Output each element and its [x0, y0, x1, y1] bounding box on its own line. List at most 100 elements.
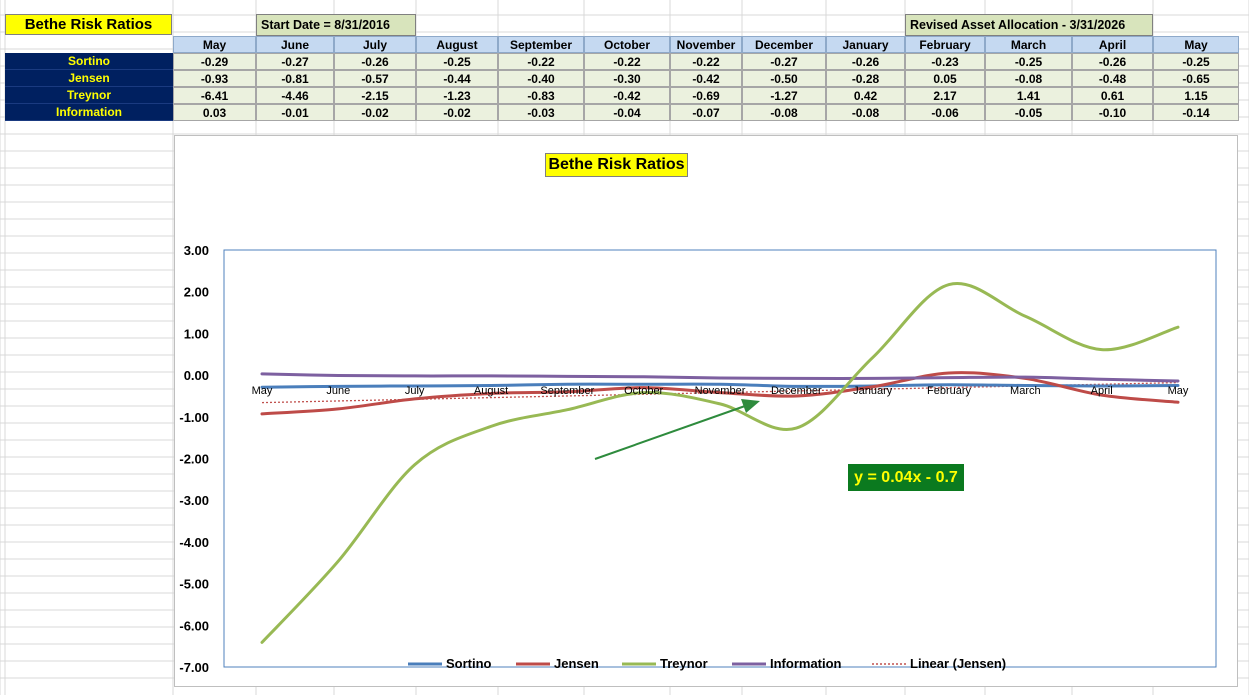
table-cell[interactable]: -0.08 [826, 104, 905, 121]
y-tick-label: -4.00 [179, 535, 209, 550]
table-cell[interactable]: -0.23 [905, 53, 985, 70]
legend-label: Linear (Jensen) [910, 656, 1006, 671]
x-category-label: August [474, 385, 508, 397]
month-header[interactable]: September [498, 36, 584, 53]
legend-label: Jensen [554, 656, 599, 671]
x-category-label: December [771, 385, 822, 397]
table-cell[interactable]: -0.01 [256, 104, 334, 121]
table-cell[interactable]: -0.44 [416, 70, 498, 87]
table-cell[interactable]: -0.25 [416, 53, 498, 70]
table-cell[interactable]: -0.93 [173, 70, 256, 87]
x-category-label: June [326, 385, 350, 397]
month-header[interactable]: October [584, 36, 670, 53]
table-cell[interactable]: -0.05 [985, 104, 1072, 121]
table-cell[interactable]: -0.30 [584, 70, 670, 87]
table-cell[interactable]: -0.27 [256, 53, 334, 70]
legend-label: Information [770, 656, 842, 671]
y-tick-label: -1.00 [179, 410, 209, 425]
table-cell[interactable]: -0.22 [498, 53, 584, 70]
table-cell[interactable]: -0.42 [584, 87, 670, 104]
table-cell[interactable]: -0.40 [498, 70, 584, 87]
table-cell[interactable]: -0.02 [334, 104, 416, 121]
table-cell[interactable]: 0.61 [1072, 87, 1153, 104]
table-cell[interactable]: -0.57 [334, 70, 416, 87]
row-label-sortino[interactable]: Sortino [5, 53, 173, 70]
table-cell[interactable]: -0.48 [1072, 70, 1153, 87]
table-cell[interactable]: -0.25 [985, 53, 1072, 70]
table-cell[interactable]: -0.08 [985, 70, 1072, 87]
table-cell[interactable]: -0.02 [416, 104, 498, 121]
month-header[interactable]: December [742, 36, 826, 53]
table-cell[interactable]: -0.26 [334, 53, 416, 70]
table-cell[interactable]: -0.06 [905, 104, 985, 121]
table-cell[interactable]: 0.03 [173, 104, 256, 121]
table-cell[interactable]: -6.41 [173, 87, 256, 104]
table-cell[interactable]: 0.05 [905, 70, 985, 87]
table-cell[interactable]: -0.04 [584, 104, 670, 121]
table-cell[interactable]: -2.15 [334, 87, 416, 104]
chart-title: Bethe Risk Ratios [545, 153, 688, 177]
row-label-treynor[interactable]: Treynor [5, 87, 173, 104]
table-cell[interactable]: -0.14 [1153, 104, 1239, 121]
table-cell[interactable]: -0.29 [173, 53, 256, 70]
x-category-label: April [1091, 385, 1113, 397]
table-cell[interactable]: 1.15 [1153, 87, 1239, 104]
x-category-label: September [540, 385, 594, 397]
series-line-information [260, 372, 1180, 383]
x-category-label: January [853, 385, 893, 397]
y-tick-label: -6.00 [179, 618, 209, 633]
table-cell[interactable]: -0.03 [498, 104, 584, 121]
table-cell[interactable]: -1.23 [416, 87, 498, 104]
month-header[interactable]: January [826, 36, 905, 53]
y-tick-label: -5.00 [179, 577, 209, 592]
month-header[interactable]: March [985, 36, 1072, 53]
table-cell[interactable]: -0.26 [826, 53, 905, 70]
table-cell[interactable]: -1.27 [742, 87, 826, 104]
month-header[interactable]: February [905, 36, 985, 53]
table-cell[interactable]: -0.25 [1153, 53, 1239, 70]
chart-area[interactable] [174, 135, 1238, 687]
y-tick-label: -2.00 [179, 452, 209, 467]
row-label-jensen[interactable]: Jensen [5, 70, 173, 87]
table-cell[interactable]: -0.69 [670, 87, 742, 104]
trendline-equation: y = 0.04x - 0.7 [848, 464, 964, 491]
table-cell[interactable]: -0.81 [256, 70, 334, 87]
arrow-annotation [594, 399, 760, 460]
y-tick-label: 3.00 [184, 243, 209, 258]
month-header[interactable]: November [670, 36, 742, 53]
month-header[interactable]: May [173, 36, 256, 53]
table-cell[interactable]: -0.26 [1072, 53, 1153, 70]
table-cell[interactable]: 0.42 [826, 87, 905, 104]
x-category-label: March [1010, 385, 1041, 397]
table-cell[interactable]: -0.50 [742, 70, 826, 87]
table-cell[interactable]: -0.10 [1072, 104, 1153, 121]
table-cell[interactable]: -0.83 [498, 87, 584, 104]
month-header[interactable]: July [334, 36, 416, 53]
table-cell[interactable]: -0.07 [670, 104, 742, 121]
month-header[interactable]: August [416, 36, 498, 53]
table-cell[interactable]: -0.27 [742, 53, 826, 70]
y-tick-label: -3.00 [179, 493, 209, 508]
series-line-sortino [260, 382, 1180, 389]
month-header[interactable]: May [1153, 36, 1239, 53]
table-cell[interactable]: -0.08 [742, 104, 826, 121]
start-date-label: Start Date = 8/31/2016 [256, 14, 416, 36]
table-cell[interactable]: 1.41 [985, 87, 1072, 104]
table-cell[interactable]: -0.42 [670, 70, 742, 87]
table-cell[interactable]: -0.22 [670, 53, 742, 70]
x-category-label: November [695, 385, 746, 397]
month-header[interactable]: April [1072, 36, 1153, 53]
series-line-treynor [260, 282, 1180, 644]
table-cell[interactable]: 2.17 [905, 87, 985, 104]
plot-area [223, 249, 1217, 668]
table-cell[interactable]: -0.22 [584, 53, 670, 70]
legend-label: Treynor [660, 656, 708, 671]
month-header[interactable]: June [256, 36, 334, 53]
y-tick-label: 2.00 [184, 285, 209, 300]
row-label-information[interactable]: Information [5, 104, 173, 121]
revised-allocation-label: Revised Asset Allocation - 3/31/2026 [905, 14, 1153, 36]
table-cell[interactable]: -0.28 [826, 70, 905, 87]
table-cell[interactable]: -0.65 [1153, 70, 1239, 87]
table-cell[interactable]: -4.46 [256, 87, 334, 104]
